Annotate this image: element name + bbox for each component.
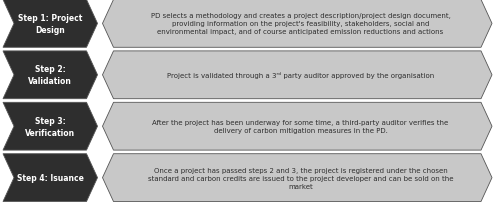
Text: After the project has been underway for some time, a third-party auditor verifie: After the project has been underway for … [152, 120, 449, 134]
Polygon shape [3, 0, 98, 48]
Polygon shape [3, 154, 98, 202]
Polygon shape [102, 103, 492, 150]
Polygon shape [102, 154, 492, 202]
Text: PD selects a methodology and creates a project description/project design docume: PD selects a methodology and creates a p… [150, 13, 451, 35]
Polygon shape [3, 52, 98, 99]
Text: Project is validated through a 3ʳᵈ party auditor approved by the organisation: Project is validated through a 3ʳᵈ party… [167, 72, 434, 79]
Text: Step 4: Isuance: Step 4: Isuance [17, 173, 84, 182]
Text: Once a project has passed steps 2 and 3, the project is registered under the cho: Once a project has passed steps 2 and 3,… [148, 167, 454, 189]
Polygon shape [102, 0, 492, 48]
Polygon shape [102, 52, 492, 99]
Text: Step 2:
Validation: Step 2: Validation [28, 65, 72, 86]
Text: Step 3:
Verification: Step 3: Verification [25, 116, 76, 137]
Text: Step 1: Project
Design: Step 1: Project Design [18, 14, 82, 35]
Polygon shape [3, 103, 98, 150]
